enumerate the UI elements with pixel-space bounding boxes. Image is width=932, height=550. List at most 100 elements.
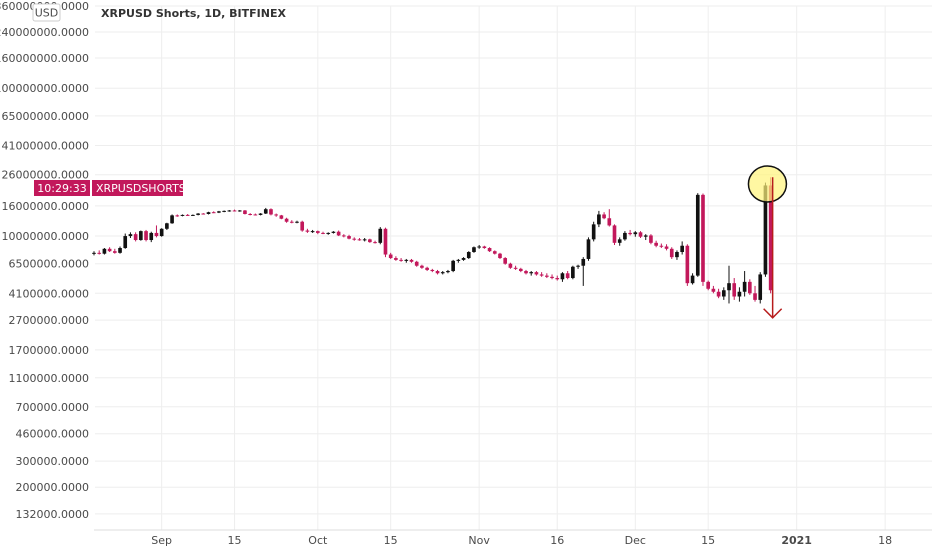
candle[interactable] bbox=[347, 234, 351, 240]
candle[interactable] bbox=[518, 267, 523, 273]
candle[interactable] bbox=[591, 221, 596, 242]
candle[interactable] bbox=[669, 247, 674, 259]
candle[interactable] bbox=[628, 229, 632, 236]
candle[interactable] bbox=[758, 272, 763, 304]
candle[interactable] bbox=[430, 268, 435, 273]
candle[interactable] bbox=[513, 265, 518, 270]
candle[interactable] bbox=[388, 252, 393, 259]
candle[interactable] bbox=[539, 272, 544, 277]
candle[interactable] bbox=[139, 230, 143, 241]
candle[interactable] bbox=[623, 231, 627, 241]
candle[interactable] bbox=[227, 210, 232, 212]
candle[interactable] bbox=[310, 229, 315, 233]
candle[interactable] bbox=[550, 274, 554, 280]
candle[interactable] bbox=[128, 232, 133, 239]
candle[interactable] bbox=[545, 273, 549, 279]
candle[interactable] bbox=[118, 246, 122, 254]
candle[interactable] bbox=[451, 259, 455, 273]
candle[interactable] bbox=[612, 224, 617, 245]
candle[interactable] bbox=[399, 258, 403, 262]
candle[interactable] bbox=[284, 217, 289, 223]
candle[interactable] bbox=[753, 285, 757, 302]
currency-badge[interactable] bbox=[32, 3, 61, 22]
candle[interactable] bbox=[461, 257, 466, 261]
candle[interactable] bbox=[503, 257, 508, 265]
candle[interactable] bbox=[383, 227, 388, 258]
candle[interactable] bbox=[638, 231, 643, 239]
candle[interactable] bbox=[175, 214, 180, 217]
candle[interactable] bbox=[92, 251, 96, 256]
candle[interactable] bbox=[706, 280, 711, 291]
candle[interactable] bbox=[112, 248, 117, 254]
candle[interactable] bbox=[394, 256, 398, 261]
candle[interactable] bbox=[680, 241, 684, 255]
candle[interactable] bbox=[253, 213, 258, 216]
candle[interactable] bbox=[565, 271, 570, 280]
candle[interactable] bbox=[237, 210, 242, 212]
candle[interactable] bbox=[97, 250, 102, 255]
candle[interactable] bbox=[289, 220, 294, 224]
candle[interactable] bbox=[456, 258, 461, 263]
candle[interactable] bbox=[440, 271, 445, 275]
candle[interactable] bbox=[576, 264, 580, 269]
candle[interactable] bbox=[492, 250, 497, 255]
candle[interactable] bbox=[425, 266, 429, 272]
candle[interactable] bbox=[107, 247, 112, 253]
candle[interactable] bbox=[211, 211, 216, 214]
candle[interactable] bbox=[597, 210, 601, 228]
candle[interactable] bbox=[617, 237, 622, 246]
candle[interactable] bbox=[368, 238, 372, 243]
candle[interactable] bbox=[602, 212, 606, 220]
candle[interactable] bbox=[737, 287, 742, 302]
candle[interactable] bbox=[659, 243, 664, 249]
candle[interactable] bbox=[315, 230, 320, 235]
candle[interactable] bbox=[498, 252, 502, 259]
candle[interactable] bbox=[649, 234, 653, 245]
candle[interactable] bbox=[206, 211, 211, 215]
candle[interactable] bbox=[331, 231, 336, 234]
candle[interactable] bbox=[133, 232, 138, 242]
candle[interactable] bbox=[321, 231, 325, 235]
candle[interactable] bbox=[664, 244, 669, 251]
candle[interactable] bbox=[243, 210, 247, 215]
candle[interactable] bbox=[217, 210, 221, 214]
candle[interactable] bbox=[144, 229, 148, 242]
candle[interactable] bbox=[248, 213, 252, 216]
candle[interactable] bbox=[326, 232, 331, 235]
candle[interactable] bbox=[305, 228, 310, 233]
candle[interactable] bbox=[170, 214, 174, 224]
candle[interactable] bbox=[695, 193, 700, 277]
candle[interactable] bbox=[581, 257, 586, 286]
candle[interactable] bbox=[279, 214, 284, 220]
candle[interactable] bbox=[607, 209, 612, 227]
candle[interactable] bbox=[378, 227, 383, 245]
candle[interactable] bbox=[727, 265, 731, 304]
candle[interactable] bbox=[529, 271, 534, 276]
candle[interactable] bbox=[711, 285, 716, 294]
candle[interactable] bbox=[586, 237, 591, 261]
candle[interactable] bbox=[336, 230, 341, 237]
candle[interactable] bbox=[342, 234, 346, 238]
candle[interactable] bbox=[414, 260, 419, 267]
candle[interactable] bbox=[721, 287, 726, 300]
candle[interactable] bbox=[555, 275, 560, 281]
candle[interactable] bbox=[102, 248, 107, 255]
candle[interactable] bbox=[222, 210, 226, 213]
candle[interactable] bbox=[482, 245, 487, 249]
candle[interactable] bbox=[524, 269, 528, 275]
candle[interactable] bbox=[263, 207, 268, 214]
candle[interactable] bbox=[362, 238, 367, 242]
candle[interactable] bbox=[352, 237, 357, 241]
candle[interactable] bbox=[357, 238, 362, 241]
candle[interactable] bbox=[508, 262, 513, 269]
candle[interactable] bbox=[446, 269, 450, 274]
candle[interactable] bbox=[654, 240, 658, 248]
candle[interactable] bbox=[472, 246, 476, 253]
candle[interactable] bbox=[159, 228, 164, 237]
candles-layer[interactable] bbox=[92, 177, 773, 304]
candle[interactable] bbox=[123, 233, 128, 249]
candle[interactable] bbox=[466, 251, 471, 259]
candle[interactable] bbox=[716, 288, 721, 299]
candle[interactable] bbox=[571, 265, 575, 280]
